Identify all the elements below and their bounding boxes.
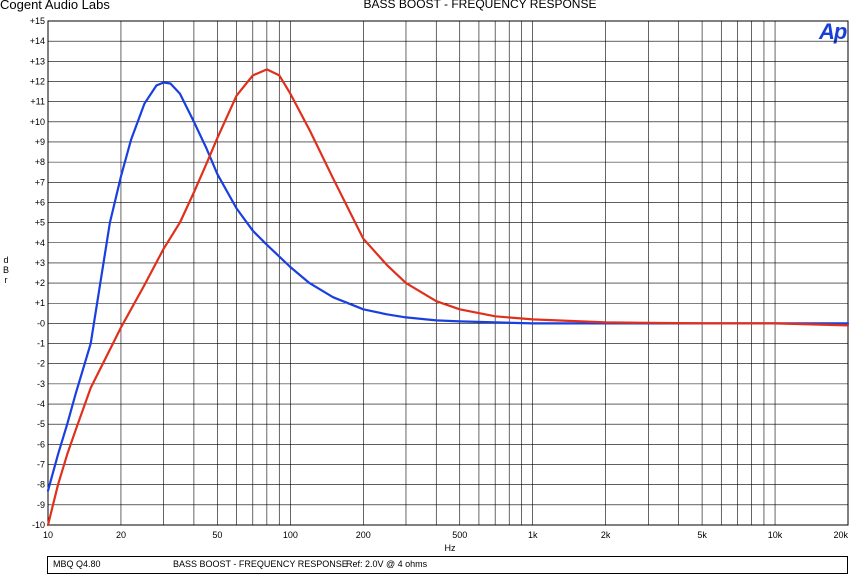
footer-box: MBQ Q4.80 BASS BOOST - FREQUENCY RESPONS… <box>47 556 848 574</box>
y-tick-label: -7 <box>37 460 45 470</box>
series-layer <box>46 68 850 527</box>
y-tick-label: -1 <box>37 339 45 349</box>
y-tick-label: +2 <box>35 278 45 288</box>
y-tick-label: -5 <box>37 419 45 429</box>
y-tick-label: -3 <box>37 379 45 389</box>
y-tick-label: +12 <box>30 76 45 86</box>
x-tick-label: 1k <box>528 530 538 540</box>
y-tick-label: +6 <box>35 197 45 207</box>
x-tick-label: 20 <box>116 530 126 540</box>
y-tick-label: +5 <box>35 218 45 228</box>
y-axis-label: dBr <box>2 255 12 285</box>
chart-title: BASS BOOST - FREQUENCY RESPONSE <box>363 0 597 11</box>
x-tick-label: 5k <box>697 530 707 540</box>
y-tick-label: -2 <box>37 359 45 369</box>
footer-model: MBQ Q4.80 <box>53 559 101 569</box>
y-tick-label: -10 <box>32 520 45 530</box>
y-tick-label: +9 <box>35 137 45 147</box>
x-tick-label: 50 <box>212 530 222 540</box>
x-tick-label: 10 <box>43 530 53 540</box>
x-tick-label: 100 <box>283 530 298 540</box>
plot-border <box>47 20 849 526</box>
footer-title: BASS BOOST - FREQUENCY RESPONSE <box>173 559 348 569</box>
y-tick-label: +4 <box>35 238 45 248</box>
grid-layer <box>47 20 849 526</box>
y-tick-label: -9 <box>37 500 45 510</box>
company-name: Cogent Audio Labs <box>0 0 110 12</box>
y-tick-label: -4 <box>37 399 45 409</box>
y-tick-label: +13 <box>30 56 45 66</box>
series-line-2 <box>46 68 850 527</box>
y-tick-label: +11 <box>30 97 45 107</box>
y-tick-label: -0 <box>37 318 45 328</box>
x-tick-label: 500 <box>452 530 467 540</box>
x-tick-label: 200 <box>356 530 371 540</box>
x-tick-label: 2k <box>601 530 611 540</box>
y-axis-label-text: dBr <box>2 255 9 285</box>
x-axis-label: Hz <box>444 543 456 553</box>
y-tick-label: +14 <box>30 36 45 46</box>
tick-layer: +15 +14 +13 +12 +11 +10 +9 +8 +7 +6 +5 +4 +3 +2 +1 -0 -1… <box>30 16 849 540</box>
y-tick-label: -8 <box>37 480 45 490</box>
y-tick-label: +3 <box>35 258 45 268</box>
y-tick-label: +15 <box>30 16 45 26</box>
x-tick-label: 20k <box>833 530 848 540</box>
y-tick-label: -6 <box>37 439 45 449</box>
y-tick-label: +8 <box>35 157 45 167</box>
ap-logo: Ap <box>819 19 847 44</box>
y-tick-label: +10 <box>30 117 45 127</box>
y-tick-label: +7 <box>35 177 45 187</box>
footer-ref: Ref: 2.0V @ 4 ohms <box>346 559 428 569</box>
x-tick-label: 10k <box>768 530 783 540</box>
y-tick-label: +1 <box>35 298 45 308</box>
series-line-1 <box>46 81 850 492</box>
